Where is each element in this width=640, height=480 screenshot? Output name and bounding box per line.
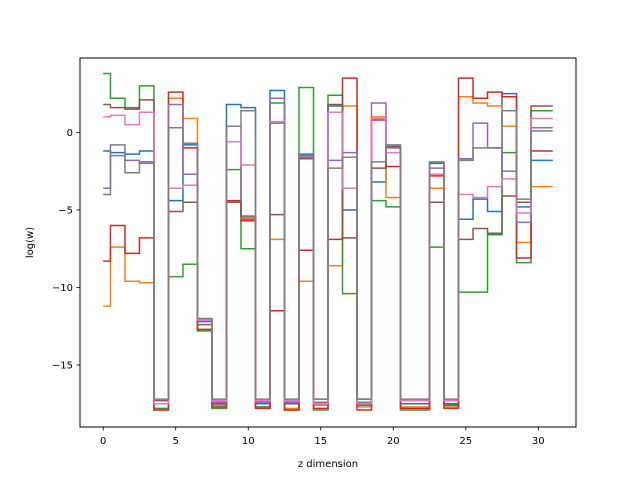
y-tick-label: −15	[52, 360, 73, 371]
x-axis: 0 5 10 15 20 25 30	[100, 427, 545, 447]
x-tick-label: 10	[242, 436, 255, 447]
x-tick-label: 25	[459, 436, 472, 447]
y-tick-label: −10	[52, 283, 73, 294]
axes-frame	[79, 57, 577, 428]
x-tick-label: 20	[387, 436, 400, 447]
series-line-8	[103, 109, 553, 400]
x-axis-label: z dimension	[298, 459, 358, 470]
series-line-4	[103, 77, 553, 411]
x-tick-label: 15	[314, 436, 327, 447]
series-line-2	[103, 96, 553, 411]
series-line-5	[103, 97, 553, 405]
y-axis-label: log(w)	[25, 227, 36, 258]
series-layer	[103, 72, 553, 411]
x-tick-label: 30	[532, 436, 545, 447]
y-axis: −15 −10 −5 0	[52, 128, 80, 371]
x-tick-label: 5	[173, 436, 179, 447]
y-tick-label: 0	[67, 128, 73, 139]
plot-area	[79, 57, 577, 428]
x-tick-label: 0	[100, 436, 106, 447]
y-tick-label: −5	[58, 205, 73, 216]
series-line-7	[103, 111, 553, 405]
